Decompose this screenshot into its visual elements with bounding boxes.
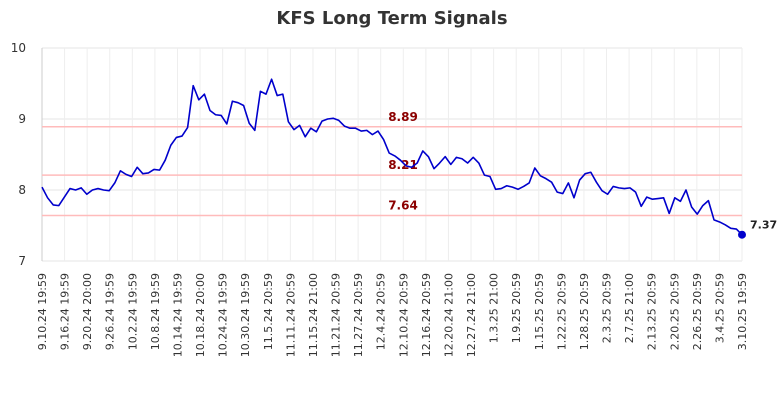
x-tick-label: 9.16.24 19:59 [59,273,72,350]
series-layer: 7.37 [41,78,777,239]
x-tick-label: 3.10.25 19:59 [736,273,749,350]
y-tick-label: 10 [11,41,26,55]
x-tick-label: 12.20.24 21:00 [442,273,455,357]
x-tick-label: 11.21.24 20:59 [330,273,343,357]
last-value-label: 7.37 [750,219,777,232]
x-tick-label: 10.30.24 19:59 [239,273,252,357]
x-tick-label: 1.3.25 21:00 [488,273,501,343]
x-tick-label: 10.18.24 20:00 [194,273,207,357]
x-tick-label: 1.15.25 20:59 [533,273,546,350]
x-tick-label: 2.26.25 20:59 [691,273,704,350]
reference-line-label: 8.89 [388,110,418,124]
x-tick-label: 10.14.24 19:59 [171,273,184,357]
x-tick-label: 9.20.24 20:00 [81,273,94,350]
x-tick-label: 11.27.24 20:59 [352,273,365,357]
x-tick-label: 9.26.24 19:59 [104,273,117,350]
chart-title: KFS Long Term Signals [276,8,508,29]
x-tick-label: 9.10.24 19:59 [36,273,49,350]
x-tick-label: 12.27.24 21:00 [465,273,478,357]
x-tick-label: 11.15.24 21:00 [307,273,320,357]
x-tick-label: 10.2.24 19:59 [126,273,139,350]
axis-labels: 7 8 9 10 9.10.24 19:59 9.16.24 19:59 9.20.24 2… [11,41,749,357]
x-tick-label: 11.5.24 20:59 [262,273,275,350]
x-tick-label: 10.24.24 19:59 [217,273,230,357]
y-tick-label: 8 [18,183,26,197]
x-tick-label: 11.11.24 20:59 [284,273,297,357]
x-tick-label: 1.9.25 20:59 [510,273,523,343]
x-tick-label: 2.7.25 21:00 [623,273,636,343]
x-tick-label: 2.20.25 20:59 [668,273,681,350]
x-tick-label: 12.4.24 20:59 [375,273,388,350]
series-line [41,78,743,236]
x-tick-label: 12.10.24 20:59 [397,273,410,357]
y-tick-label: 7 [18,254,26,268]
last-point-marker [738,230,746,239]
x-tick-label: 3.4.25 20:59 [713,273,726,343]
reference-line-label: 8.21 [388,158,418,172]
y-tick-label: 9 [18,112,26,126]
x-tick-label: 1.22.25 20:59 [555,273,568,350]
reference-line-label: 7.64 [388,199,418,213]
x-tick-label: 10.8.24 19:59 [149,273,162,350]
x-tick-label: 1.28.25 20:59 [578,273,591,350]
reference-lines: 8.89 8.21 7.64 [42,110,742,217]
x-tick-label: 2.3.25 20:59 [601,273,614,343]
x-tick-label: 2.13.25 20:59 [646,273,659,350]
x-tick-label: 12.16.24 20:59 [420,273,433,357]
grid-layer [41,47,743,262]
